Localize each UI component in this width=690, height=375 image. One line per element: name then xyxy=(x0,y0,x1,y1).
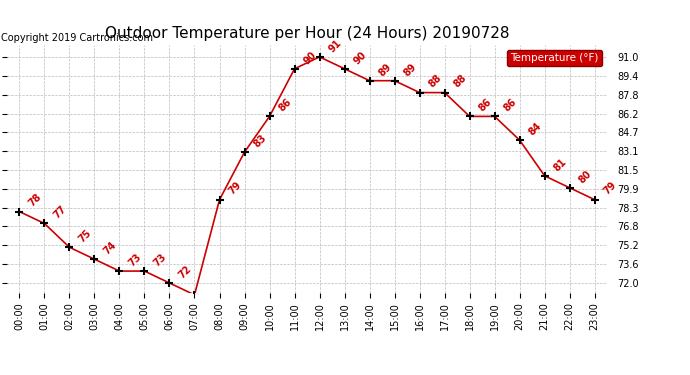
Text: 83: 83 xyxy=(251,133,268,149)
Text: 89: 89 xyxy=(377,61,393,78)
Text: 88: 88 xyxy=(451,73,469,90)
Text: 77: 77 xyxy=(51,204,68,221)
Text: 75: 75 xyxy=(77,228,93,244)
Text: 74: 74 xyxy=(101,240,118,256)
Title: Outdoor Temperature per Hour (24 Hours) 20190728: Outdoor Temperature per Hour (24 Hours) … xyxy=(105,26,509,41)
Text: 90: 90 xyxy=(302,50,318,66)
Text: 91: 91 xyxy=(326,38,343,54)
Legend: Temperature (°F): Temperature (°F) xyxy=(507,50,602,66)
Text: 71: 71 xyxy=(0,374,1,375)
Text: 90: 90 xyxy=(351,50,368,66)
Text: 73: 73 xyxy=(126,252,143,268)
Text: 84: 84 xyxy=(526,121,543,137)
Text: 89: 89 xyxy=(402,61,418,78)
Text: 88: 88 xyxy=(426,73,444,90)
Text: 80: 80 xyxy=(577,168,593,185)
Text: 81: 81 xyxy=(551,156,569,173)
Text: 79: 79 xyxy=(226,180,243,197)
Text: 86: 86 xyxy=(477,97,493,114)
Text: 86: 86 xyxy=(277,97,293,114)
Text: 79: 79 xyxy=(602,180,618,197)
Text: 72: 72 xyxy=(177,264,193,280)
Text: 86: 86 xyxy=(502,97,518,114)
Text: 73: 73 xyxy=(151,252,168,268)
Text: Copyright 2019 Cartronics.com: Copyright 2019 Cartronics.com xyxy=(1,33,153,42)
Text: 78: 78 xyxy=(26,192,43,209)
